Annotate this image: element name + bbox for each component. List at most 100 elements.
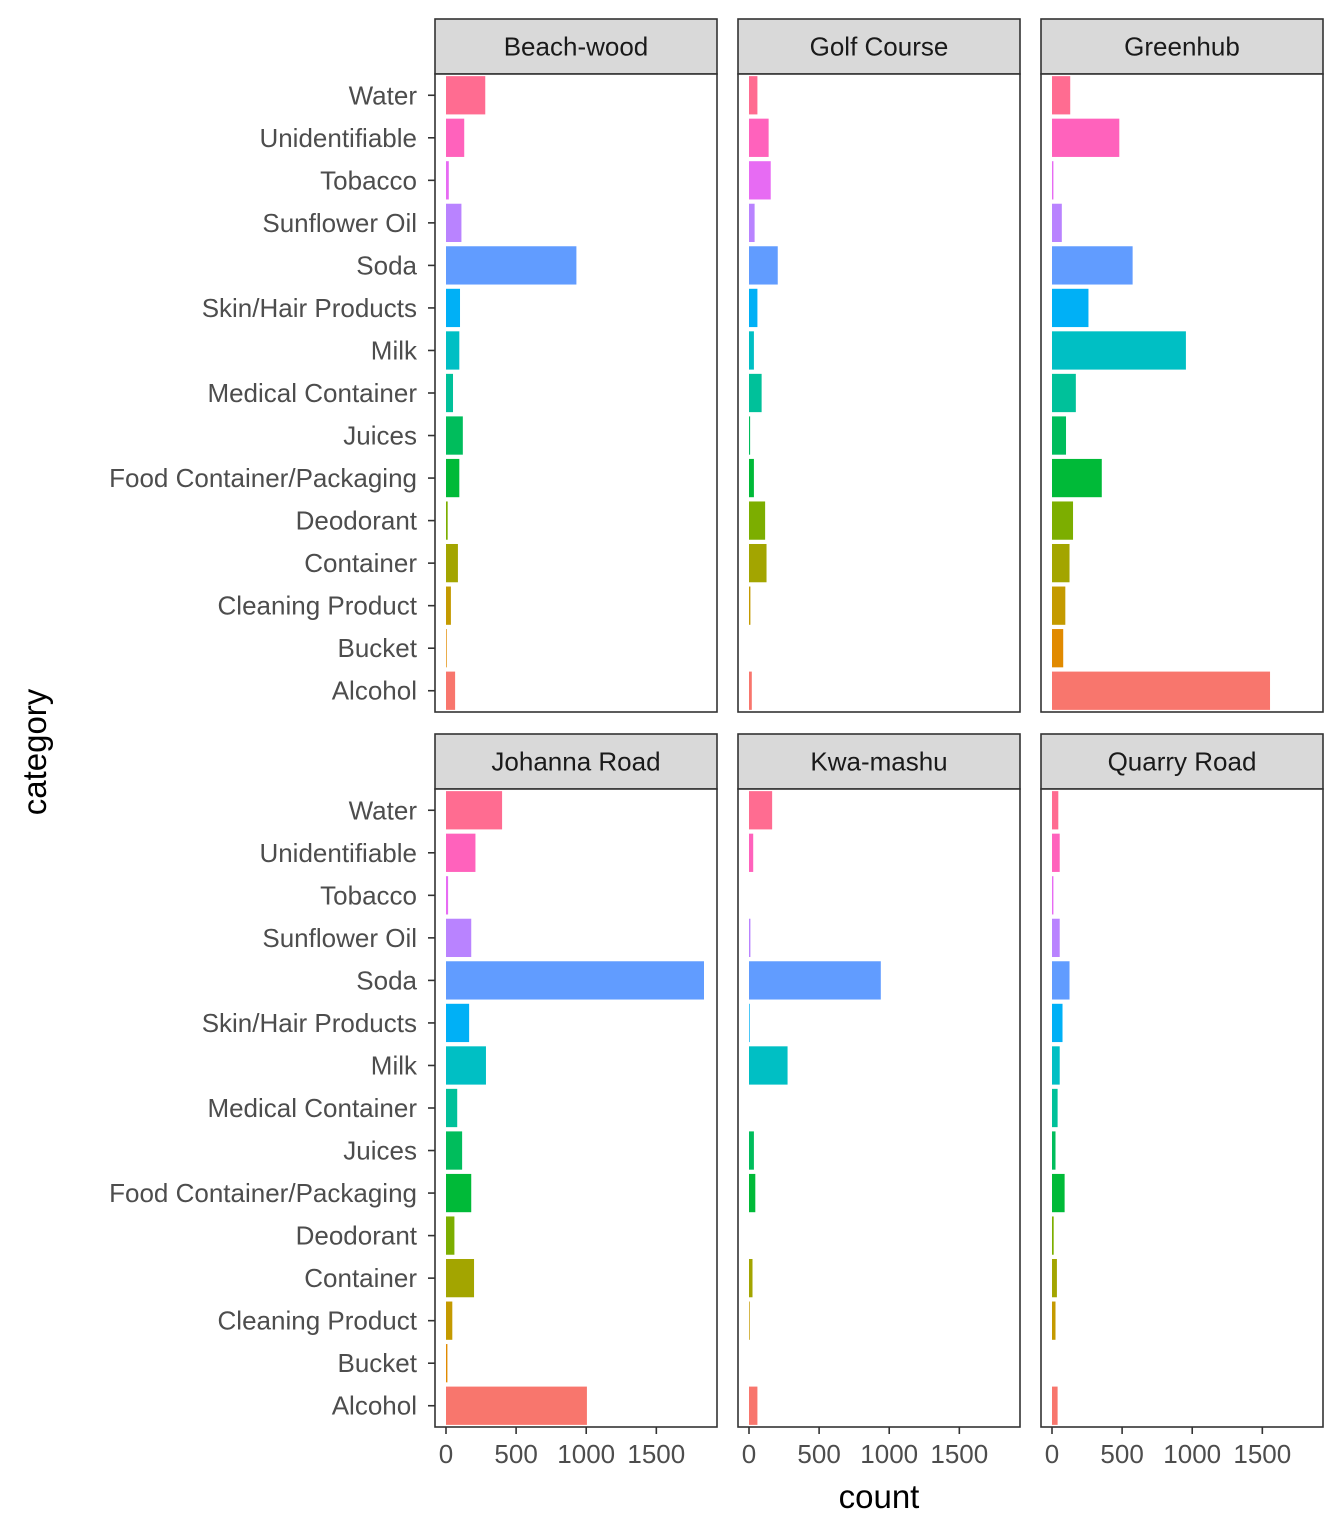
bar-quarry-road-cleaning-product bbox=[1052, 1301, 1056, 1340]
bar-greenhub-alcohol bbox=[1052, 671, 1271, 710]
bar-greenhub-sunflower-oil bbox=[1052, 203, 1062, 243]
bar-beach-wood-milk bbox=[446, 331, 460, 370]
bar-johanna-road-alcohol bbox=[446, 1386, 587, 1425]
x-tick-label-johanna-road-1500: 1500 bbox=[627, 1439, 685, 1469]
y-tick-label-bucket: Bucket bbox=[338, 633, 418, 663]
panel-body-quarry-road bbox=[1040, 788, 1324, 1428]
y-tick-label-deodorant: Deodorant bbox=[296, 506, 418, 536]
bar-beach-wood-sunflower-oil bbox=[446, 203, 462, 243]
x-tick-label-quarry-road-1500: 1500 bbox=[1233, 1439, 1291, 1469]
panel-golf-course: Golf Course bbox=[737, 18, 1021, 713]
bar-johanna-road-juices bbox=[446, 1131, 463, 1170]
bar-golf-course-unidentifiable bbox=[749, 118, 769, 157]
x-tick-label-quarry-road-1000: 1000 bbox=[1163, 1439, 1221, 1469]
bar-greenhub-skin-hair-products bbox=[1052, 288, 1089, 328]
x-tick-label-kwa-mashu-1000: 1000 bbox=[860, 1439, 918, 1469]
panel-quarry-road: Quarry Road 0 500 1000 1500 bbox=[1040, 733, 1324, 1469]
bar-beach-wood-juices bbox=[446, 416, 463, 455]
x-tick-label-johanna-road-1000: 1000 bbox=[557, 1439, 615, 1469]
y-tick-label-milk: Milk bbox=[371, 1050, 418, 1080]
bar-golf-course-juices bbox=[749, 416, 751, 455]
x-tick-label-quarry-road-0: 0 bbox=[1045, 1439, 1059, 1469]
bar-golf-course-water bbox=[749, 76, 758, 115]
bar-kwa-mashu-container bbox=[749, 1258, 753, 1298]
panel-body-beach-wood bbox=[434, 73, 718, 713]
x-tick-label-quarry-road-500: 500 bbox=[1100, 1439, 1143, 1469]
y-tick-label-sunflower-oil: Sunflower Oil bbox=[262, 208, 417, 238]
x-tick-label-johanna-road-500: 500 bbox=[494, 1439, 537, 1469]
x-tick-label-johanna-road-0: 0 bbox=[439, 1439, 453, 1469]
bar-greenhub-tobacco bbox=[1052, 161, 1054, 200]
bar-greenhub-deodorant bbox=[1052, 501, 1074, 540]
bar-kwa-mashu-sunflower-oil bbox=[749, 918, 751, 958]
bar-kwa-mashu-cleaning-product bbox=[749, 1301, 750, 1340]
y-tick-label-container: Container bbox=[304, 548, 417, 578]
bar-johanna-road-tobacco bbox=[446, 876, 449, 915]
x-tick-label-kwa-mashu-0: 0 bbox=[742, 1439, 756, 1469]
bar-kwa-mashu-alcohol bbox=[749, 1386, 758, 1425]
strip-label-kwa-mashu: Kwa-mashu bbox=[810, 747, 947, 777]
bar-golf-course-skin-hair-products bbox=[749, 288, 758, 328]
bar-golf-course-soda bbox=[749, 246, 778, 285]
bar-johanna-road-milk bbox=[446, 1046, 486, 1085]
bar-beach-wood-container bbox=[446, 543, 458, 583]
strip-greenhub bbox=[1040, 18, 1324, 75]
bar-johanna-road-deodorant bbox=[446, 1216, 455, 1255]
bar-kwa-mashu-milk bbox=[749, 1046, 788, 1085]
y-tick-label-water: Water bbox=[349, 80, 418, 110]
bar-quarry-road-medical-container bbox=[1052, 1088, 1058, 1128]
bar-quarry-road-soda bbox=[1052, 961, 1070, 1000]
bar-beach-wood-skin-hair-products bbox=[446, 288, 461, 328]
y-tick-label-cleaning-product: Cleaning Product bbox=[218, 1306, 418, 1336]
bar-golf-course-alcohol bbox=[749, 671, 752, 710]
strip-johanna-road bbox=[434, 733, 718, 790]
y-tick-label-skin-hair-products: Skin/Hair Products bbox=[202, 293, 417, 323]
y-tick-label-medical-container: Medical Container bbox=[207, 1093, 417, 1123]
bar-beach-wood-water bbox=[446, 76, 486, 115]
panel-johanna-road: Johanna Road Water Unidentifiable Tobacco Su… bbox=[109, 733, 718, 1469]
strip-kwa-mashu bbox=[737, 733, 1021, 790]
y-tick-label-deodorant: Deodorant bbox=[296, 1221, 418, 1251]
bar-johanna-road-sunflower-oil bbox=[446, 918, 472, 958]
bar-golf-course-container bbox=[749, 543, 767, 583]
strip-quarry-road bbox=[1040, 733, 1324, 790]
y-tick-label-water: Water bbox=[349, 795, 418, 825]
panel-body-kwa-mashu bbox=[737, 788, 1021, 1428]
bar-golf-course-sunflower-oil bbox=[749, 203, 755, 243]
bar-johanna-road-container bbox=[446, 1258, 475, 1298]
bar-beach-wood-cleaning-product bbox=[446, 586, 451, 625]
bar-golf-course-deodorant bbox=[749, 501, 766, 540]
y-tick-label-juices: Juices bbox=[343, 1136, 417, 1166]
y-tick-label-bucket: Bucket bbox=[338, 1348, 418, 1378]
panel-body-golf-course bbox=[737, 73, 1021, 713]
bar-golf-course-tobacco bbox=[749, 161, 771, 200]
bar-golf-course-medical-container bbox=[749, 373, 762, 413]
y-tick-label-cleaning-product: Cleaning Product bbox=[218, 591, 418, 621]
y-tick-label-unidentifiable: Unidentifiable bbox=[259, 123, 417, 153]
bar-quarry-road-food-container-packaging bbox=[1052, 1173, 1065, 1213]
bar-greenhub-food-container-packaging bbox=[1052, 458, 1102, 498]
y-tick-label-soda: Soda bbox=[356, 965, 417, 995]
panel-kwa-mashu: Kwa-mashu 0 500 1000 1500 bbox=[737, 733, 1021, 1469]
bar-greenhub-medical-container bbox=[1052, 373, 1076, 413]
bar-greenhub-milk bbox=[1052, 331, 1186, 370]
bar-johanna-road-cleaning-product bbox=[446, 1301, 453, 1340]
bar-golf-course-cleaning-product bbox=[749, 586, 751, 625]
panel-beach-wood: Beach-wood Water Unidentifiable Tobacco Sunf… bbox=[109, 18, 718, 713]
y-tick-label-milk: Milk bbox=[371, 335, 418, 365]
bar-johanna-road-water bbox=[446, 791, 503, 830]
y-tick-label-alcohol: Alcohol bbox=[332, 1391, 417, 1421]
bar-quarry-road-water bbox=[1052, 791, 1059, 830]
bar-kwa-mashu-skin-hair-products bbox=[749, 1003, 750, 1043]
y-tick-label-medical-container: Medical Container bbox=[207, 378, 417, 408]
y-tick-label-unidentifiable: Unidentifiable bbox=[259, 838, 417, 868]
panel-body-greenhub bbox=[1040, 73, 1324, 713]
x-axis-title: count bbox=[839, 1478, 920, 1515]
bar-quarry-road-tobacco bbox=[1052, 876, 1054, 915]
strip-beach-wood bbox=[434, 18, 718, 75]
bar-golf-course-food-container-packaging bbox=[749, 458, 754, 498]
y-tick-label-container: Container bbox=[304, 1263, 417, 1293]
bar-greenhub-container bbox=[1052, 543, 1070, 583]
bar-beach-wood-food-container-packaging bbox=[446, 458, 460, 498]
